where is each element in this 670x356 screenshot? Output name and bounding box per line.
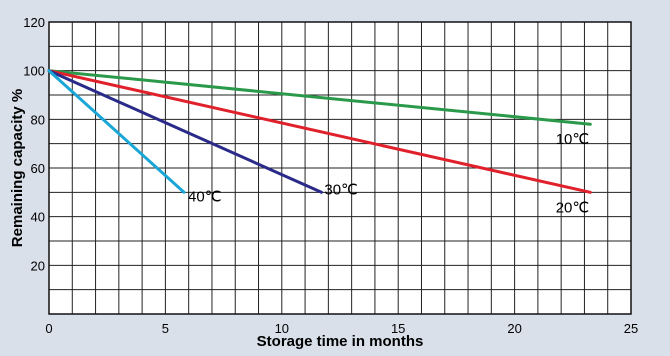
series-labels: 10℃ 20℃ 30℃ 40℃	[188, 131, 589, 216]
series-line-10c	[47, 69, 592, 126]
y-tick-label: 80	[31, 112, 45, 127]
x-tick-label: 20	[507, 321, 521, 336]
grid	[48, 21, 632, 315]
y-tick-label: 100	[23, 64, 45, 79]
y-axis-label: Remaining capacity %	[9, 89, 26, 247]
series-label-10c: 10℃	[556, 131, 590, 148]
x-tick-label: 25	[624, 321, 638, 336]
y-tick-label: 120	[23, 15, 45, 30]
x-tick-label: 0	[45, 321, 52, 336]
series-label-30c: 30℃	[324, 181, 358, 198]
x-axis-label: Storage time in months	[257, 333, 424, 350]
y-tick-label: 60	[31, 161, 45, 176]
y-tick-label: 40	[31, 210, 45, 225]
plot-frame	[48, 21, 632, 315]
series-label-40c: 40℃	[188, 188, 222, 205]
series-line-30c	[47, 69, 323, 194]
series-label-20c: 20℃	[556, 199, 590, 216]
y-tick-label: 20	[31, 258, 45, 273]
series-line-20c	[47, 69, 592, 194]
series-lines	[47, 69, 592, 194]
tick-labels: 0 5 10 15 20 25 20 40 60 80 100 120	[23, 15, 638, 336]
x-tick-label: 5	[162, 321, 169, 336]
series-line-40c	[47, 69, 186, 194]
x-tick-label: 10	[275, 321, 289, 336]
x-tick-label: 15	[391, 321, 405, 336]
